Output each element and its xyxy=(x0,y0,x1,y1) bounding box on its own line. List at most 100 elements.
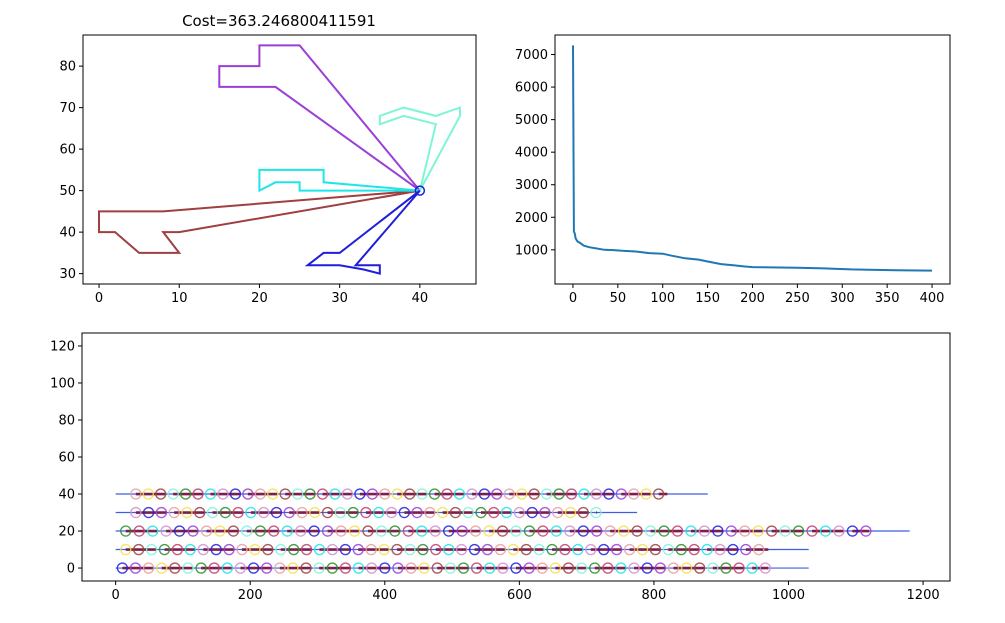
visit-marker xyxy=(685,525,697,537)
visit-marker xyxy=(249,543,261,556)
visit-marker xyxy=(385,506,398,519)
visit-marker xyxy=(300,543,313,556)
visit-marker xyxy=(746,562,758,574)
visit-marker xyxy=(236,543,248,556)
y-tick: 120 xyxy=(50,339,82,354)
y-tick: 40 xyxy=(59,226,83,241)
visit-marker xyxy=(352,562,365,574)
visit-marker xyxy=(227,525,240,537)
visit-marker xyxy=(321,506,334,519)
visit-marker xyxy=(578,488,590,500)
y-tick: 80 xyxy=(58,413,82,428)
visit-marker xyxy=(628,488,640,500)
visit-marker xyxy=(416,488,428,500)
visit-marker xyxy=(182,562,194,574)
visit-marker xyxy=(365,562,378,574)
visit-marker xyxy=(564,506,577,519)
visit-marker xyxy=(354,488,366,500)
visit-marker xyxy=(130,506,142,519)
visit-marker xyxy=(572,543,584,556)
y-tick-label: 100 xyxy=(50,376,75,391)
visit-marker xyxy=(550,525,563,537)
x-tick-label: 400 xyxy=(372,588,397,603)
visit-marker xyxy=(391,488,403,500)
visit-marker xyxy=(819,525,832,537)
y-tick-label: 80 xyxy=(59,60,76,75)
visit-marker xyxy=(456,525,468,537)
visit-marker xyxy=(402,525,415,537)
visit-marker xyxy=(313,562,325,574)
y-tick: 100 xyxy=(50,376,82,391)
y-tick-label: 3000 xyxy=(515,178,548,193)
y-tick: 80 xyxy=(59,60,83,75)
visit-marker xyxy=(540,488,553,500)
visit-marker xyxy=(693,562,706,574)
visit-marker xyxy=(457,562,470,574)
x-tick: 200 xyxy=(238,581,263,603)
visit-marker xyxy=(287,543,300,556)
visit-marker xyxy=(197,543,209,556)
visit-marker xyxy=(287,562,299,574)
visit-marker xyxy=(173,525,186,537)
visit-marker xyxy=(379,488,391,500)
visit-marker xyxy=(649,543,662,556)
x-tick-label: 1000 xyxy=(772,588,805,603)
visit-marker xyxy=(765,525,778,537)
visit-marker xyxy=(520,543,532,556)
visit-marker xyxy=(602,562,614,574)
x-tick-label: 600 xyxy=(507,588,532,603)
visit-marker xyxy=(590,506,602,519)
x-tick: 1000 xyxy=(772,581,805,603)
visit-marker xyxy=(714,543,726,556)
visit-marker xyxy=(537,525,549,537)
visit-marker xyxy=(208,562,220,574)
visit-marker xyxy=(335,525,347,537)
visit-marker xyxy=(167,488,179,500)
visit-marker xyxy=(562,562,575,574)
visit-marker xyxy=(262,543,274,556)
visit-marker xyxy=(549,562,562,574)
route-line xyxy=(98,189,421,254)
x-tick-label: 0 xyxy=(95,291,103,306)
y-tick: 60 xyxy=(59,143,83,158)
visit-marker xyxy=(449,506,462,519)
x-tick: 150 xyxy=(695,284,720,306)
x-tick-label: 250 xyxy=(785,291,810,306)
visit-marker xyxy=(640,488,652,500)
visit-marker xyxy=(391,543,403,556)
visit-marker xyxy=(155,506,168,519)
visit-marker xyxy=(210,543,222,556)
visit-marker xyxy=(204,488,217,500)
visit-marker xyxy=(416,525,428,537)
visit-marker xyxy=(533,543,545,556)
y-tick-label: 60 xyxy=(58,451,75,466)
x-tick: 400 xyxy=(920,284,944,306)
visit-marker xyxy=(245,506,257,519)
visit-marker xyxy=(247,562,260,574)
visit-marker xyxy=(564,525,576,537)
visit-marker xyxy=(339,543,352,556)
x-tick: 100 xyxy=(650,284,675,306)
visit-marker xyxy=(658,525,670,537)
visit-marker xyxy=(603,488,615,500)
visit-marker xyxy=(484,562,496,574)
x-tick-label: 10 xyxy=(171,291,188,306)
visit-marker xyxy=(300,562,312,574)
x-tick-label: 100 xyxy=(650,291,675,306)
visit-marker xyxy=(510,525,522,537)
visit-marker xyxy=(242,488,254,500)
visit-marker xyxy=(701,543,713,556)
visit-marker xyxy=(443,525,455,537)
visit-marker xyxy=(503,488,515,500)
visit-marker xyxy=(759,562,771,574)
x-tick: 200 xyxy=(740,284,765,306)
routes-plot-title: Cost=363.246800411591 xyxy=(182,12,376,30)
visit-marker xyxy=(577,525,589,537)
visit-marker xyxy=(168,506,180,519)
visit-marker xyxy=(257,506,270,519)
y-tick: 5000 xyxy=(515,113,555,128)
visit-marker xyxy=(334,506,347,519)
visit-marker xyxy=(565,488,578,500)
x-tick-label: 40 xyxy=(412,291,429,306)
visit-marker xyxy=(462,506,474,519)
